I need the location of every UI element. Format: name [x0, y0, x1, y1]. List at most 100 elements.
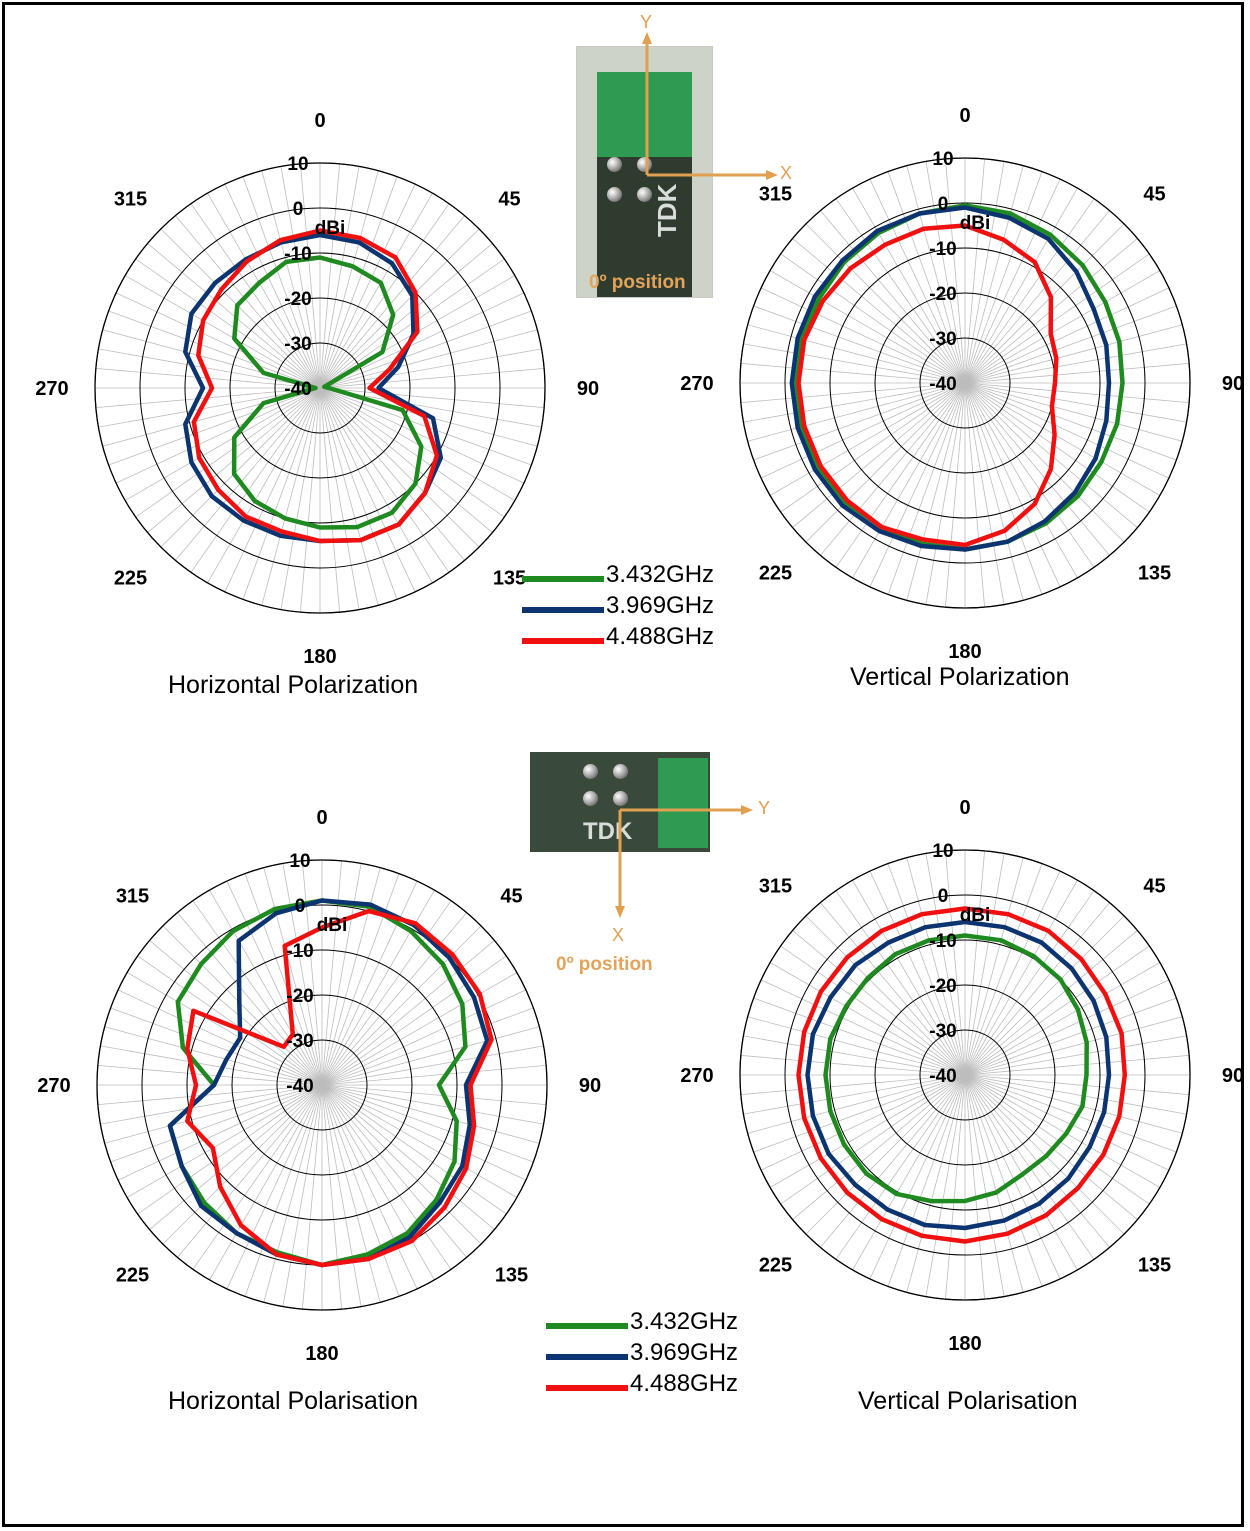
- polar-spoke: [964, 382, 1061, 588]
- polar-spoke: [835, 198, 966, 384]
- polar-spoke: [964, 1074, 1024, 1293]
- polar-spoke: [104, 1084, 323, 1144]
- polar-spoke: [321, 940, 495, 1086]
- polar-spoke: [226, 1084, 323, 1290]
- brand-logo: TDK: [583, 818, 633, 845]
- polar-spoke: [869, 382, 966, 588]
- polar-spoke: [321, 1084, 362, 1307]
- polar-spoke: [964, 382, 1095, 568]
- polar-spoke: [753, 305, 966, 384]
- polar-spoke: [964, 863, 1043, 1076]
- polar-spoke: [300, 387, 321, 613]
- radial-tick-label: 0: [293, 199, 304, 220]
- chart-title: Vertical Polarisation: [858, 1387, 1078, 1415]
- polar-spoke: [319, 387, 379, 606]
- pad-icon: [583, 791, 598, 806]
- position-label: 0º position: [556, 954, 653, 975]
- polar-spoke: [207, 387, 321, 584]
- polar-spoke: [209, 889, 323, 1086]
- polar-spoke: [321, 912, 467, 1086]
- polar-spoke: [945, 382, 966, 608]
- polar-spoke: [319, 387, 433, 584]
- polar-spoke: [319, 176, 398, 389]
- angle-tick-label: 0: [314, 110, 325, 132]
- polar-spoke: [263, 867, 323, 1086]
- polar-outer-ring: [739, 157, 1191, 609]
- angle-tick-label: 225: [114, 568, 147, 590]
- pcb-dark-area: [597, 157, 692, 297]
- polar-spoke: [906, 382, 966, 601]
- legend-swatch: [546, 1323, 628, 1329]
- polar-spoke: [747, 382, 966, 442]
- polar-spoke: [964, 382, 1187, 423]
- polar-spoke: [964, 850, 985, 1076]
- angle-tick-label: 0: [959, 105, 970, 127]
- polar-spoke: [740, 363, 966, 384]
- polar-spoke: [321, 1084, 527, 1181]
- polar-outer-ring: [96, 859, 548, 1311]
- polar-spoke: [321, 1084, 547, 1105]
- polar-spoke: [740, 382, 966, 403]
- polar-spoke: [964, 1074, 1190, 1095]
- polar-ring: [784, 202, 1146, 564]
- polar-spoke: [319, 387, 516, 501]
- polar-spoke: [321, 863, 362, 1086]
- polar-spoke: [964, 870, 1061, 1076]
- polar-spoke: [263, 1084, 323, 1303]
- polar-spoke: [964, 1074, 985, 1300]
- polar-spoke: [780, 253, 966, 384]
- polar-spoke: [300, 163, 321, 389]
- polar-spoke: [964, 1016, 1183, 1076]
- polar-spoke: [98, 348, 321, 389]
- radial-tick-label: -10: [929, 239, 956, 260]
- polar-spoke: [869, 1074, 966, 1280]
- polar-outer-ring: [739, 849, 1191, 1301]
- angle-tick-label: 45: [498, 189, 520, 211]
- polar-spoke: [160, 228, 321, 389]
- polar-spoke: [110, 1007, 323, 1086]
- polar-spoke: [964, 1074, 1043, 1287]
- polar-spoke: [149, 1084, 323, 1230]
- polar-spoke: [321, 1045, 544, 1086]
- polar-spoke: [964, 1074, 1150, 1205]
- polar-spoke: [319, 310, 532, 389]
- pcb-green-area: [597, 72, 692, 162]
- polar-spoke: [319, 387, 545, 408]
- pad-icon: [613, 791, 628, 806]
- pad-icon: [607, 187, 622, 202]
- legend-label: 3.432GHz: [630, 1308, 739, 1335]
- polar-spoke: [108, 310, 321, 389]
- polar-spoke: [792, 930, 966, 1076]
- polar-spoke: [319, 368, 545, 389]
- chart-title: Vertical Polarization: [850, 663, 1070, 691]
- radial-tick-label: -10: [929, 931, 956, 952]
- polar-spoke: [124, 275, 321, 389]
- polar-spoke: [98, 387, 321, 428]
- polar-spoke: [302, 1084, 323, 1310]
- polar-spoke: [126, 1084, 323, 1198]
- polar-spoke: [224, 183, 321, 389]
- angle-tick-label: 315: [114, 189, 147, 211]
- series-line-4.488GHz: [796, 223, 1059, 548]
- radial-tick-label: -30: [286, 1031, 313, 1052]
- angle-tick-label: 315: [759, 184, 792, 206]
- polar-spoke: [108, 387, 321, 466]
- polar-spoke: [117, 1084, 323, 1181]
- polar-spoke: [321, 873, 400, 1086]
- chart-title: Horizontal Polarization: [168, 671, 419, 699]
- polar-spoke: [319, 228, 480, 389]
- polar-spoke: [321, 1084, 495, 1230]
- angle-tick-label: 225: [759, 1255, 792, 1277]
- polar-spoke: [964, 382, 1110, 556]
- pad-icon: [637, 187, 652, 202]
- polar-spoke: [887, 863, 966, 1076]
- angle-tick-label: 0: [316, 807, 327, 829]
- radial-tick-label: 0: [295, 896, 306, 917]
- polar-spoke: [321, 880, 418, 1086]
- angle-tick-label: 270: [35, 378, 68, 400]
- polar-spoke: [964, 382, 1024, 601]
- pad-icon: [613, 764, 628, 779]
- polar-spoke: [319, 387, 525, 484]
- angle-tick-label: 225: [759, 563, 792, 585]
- polar-spoke: [115, 292, 321, 389]
